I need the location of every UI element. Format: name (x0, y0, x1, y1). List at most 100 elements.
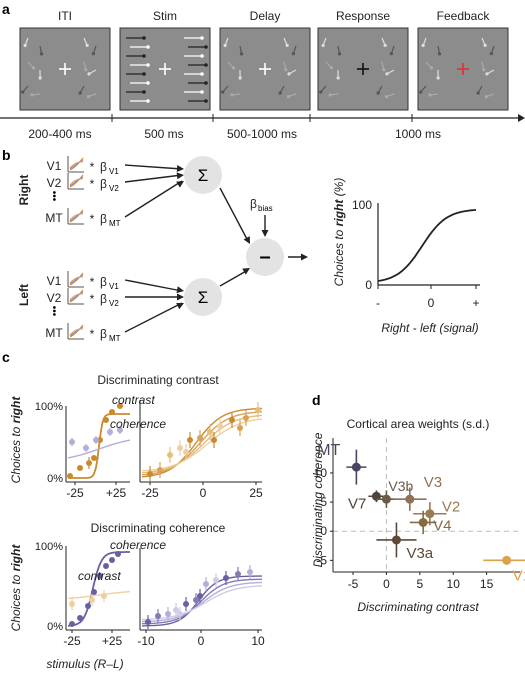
coherence-point (145, 619, 151, 625)
c-x-tick: -10 (137, 634, 155, 648)
stim-dot (238, 76, 242, 80)
multiply-symbol: * (90, 160, 95, 174)
connection-arrow (124, 174, 183, 183)
coherence-point (155, 613, 161, 619)
stim-dot (146, 45, 150, 49)
arrow-head (176, 165, 184, 173)
multiply-symbol: * (90, 327, 95, 341)
contrast-point (67, 473, 73, 479)
contrast-point (177, 445, 183, 451)
stim-dot (291, 51, 295, 56)
coherence-point (177, 611, 183, 617)
contrast-point (197, 435, 203, 441)
coherence-point (183, 601, 189, 607)
trial-phases: ITI Stim Delay Response Feedback (19, 9, 509, 111)
area-label-v3a: V3a (406, 545, 433, 562)
d-x-tick: 0 (383, 577, 390, 591)
sum-node (184, 278, 222, 316)
right-hemisphere-label: Right (17, 175, 31, 206)
stim-dot (421, 43, 425, 48)
stim-dot (278, 91, 282, 95)
connection-arrow (124, 180, 183, 218)
area-label-v3b: V3b (388, 478, 413, 494)
area-label-v2: V2 (442, 499, 460, 516)
coherence-point (109, 557, 115, 563)
c-y-tick: 100% (35, 401, 63, 413)
stim-dot (23, 43, 27, 48)
stim-dot (200, 54, 204, 58)
timeline-arrow (518, 114, 525, 122)
stim-dot (200, 90, 204, 94)
weight-subscript: V2 (109, 299, 119, 308)
stim-dot (284, 68, 288, 72)
coherence-point (173, 607, 179, 613)
contrast-point (187, 437, 193, 443)
coherence-point (203, 581, 209, 587)
duration-label: 500 ms (144, 127, 183, 141)
stim-dot (146, 81, 150, 85)
weight-subscript: MT (109, 219, 121, 228)
contrast-point (117, 403, 123, 409)
c-x-tick: 0 (198, 634, 205, 648)
weight-symbol: β (100, 177, 107, 191)
stim-dot (419, 90, 423, 94)
contrast-point (91, 455, 97, 461)
stim-dot (146, 63, 150, 67)
psych-ylabel: Choices to right (%) (332, 178, 346, 287)
coherence-point (193, 597, 199, 603)
multiply-symbol: * (90, 177, 95, 191)
contrast-fit-curve (141, 407, 263, 478)
stim-dot (231, 66, 236, 70)
arrow-head (261, 230, 269, 237)
connection-arrow (219, 269, 249, 287)
stim-dot (476, 91, 480, 95)
tuning-curve-icon (69, 324, 84, 338)
d-ylabel: Discriminating coherence (311, 432, 325, 567)
area-label-v4: V4 (433, 517, 451, 534)
phase-label: Delay (250, 9, 281, 23)
sum-symbol: Σ (198, 288, 209, 307)
d-x-tick: 5 (416, 577, 423, 591)
psych-x-tick: + (472, 296, 479, 310)
c-bottom-title: Discriminating coherence (91, 521, 226, 535)
coherence-point (69, 621, 75, 627)
tuning-curve-icon (69, 274, 84, 285)
stim-dot (204, 45, 208, 49)
weight-subscript: V2 (109, 184, 119, 193)
contrast-point (255, 407, 261, 413)
c-x-tick: 25 (249, 486, 263, 500)
stim-dot (321, 43, 325, 48)
left-hemisphere-label: Left (17, 284, 31, 306)
stim-dot (204, 63, 208, 67)
c-x-tick: +25 (102, 634, 123, 648)
tuning-curve-icon (69, 291, 84, 302)
stim-dot (87, 72, 91, 76)
tuning-curve-icon (69, 174, 84, 188)
stim-dot (382, 68, 386, 72)
weight-symbol: β (100, 327, 107, 341)
tuning-curve-icon (69, 176, 84, 187)
stim-dot (86, 95, 91, 99)
minus-symbol: – (259, 246, 270, 268)
stim-dot (204, 81, 208, 85)
coherence-point (91, 589, 97, 595)
area-point-v4 (418, 517, 428, 527)
contrast-fit-curve (68, 413, 130, 479)
duration-label: 1000 ms (395, 127, 441, 141)
tuning-curve-icon (69, 293, 84, 301)
coherence-point (93, 437, 99, 443)
panel-b-letter: b (2, 147, 11, 163)
c-top-ylabel: Choices to right (9, 396, 23, 484)
multiply-symbol: * (90, 292, 95, 306)
arrow-head (176, 286, 184, 294)
c-x-tick: -25 (63, 634, 81, 648)
stim-dot (146, 99, 150, 103)
area-label-v7: V7 (348, 495, 366, 512)
area-point-v3b (381, 494, 391, 504)
phase-label: Response (336, 9, 390, 23)
c-x-tick: -25 (66, 486, 84, 500)
contrast-point (211, 437, 217, 443)
d-y-tick: 5 (320, 495, 327, 509)
stim-dot (484, 95, 489, 99)
